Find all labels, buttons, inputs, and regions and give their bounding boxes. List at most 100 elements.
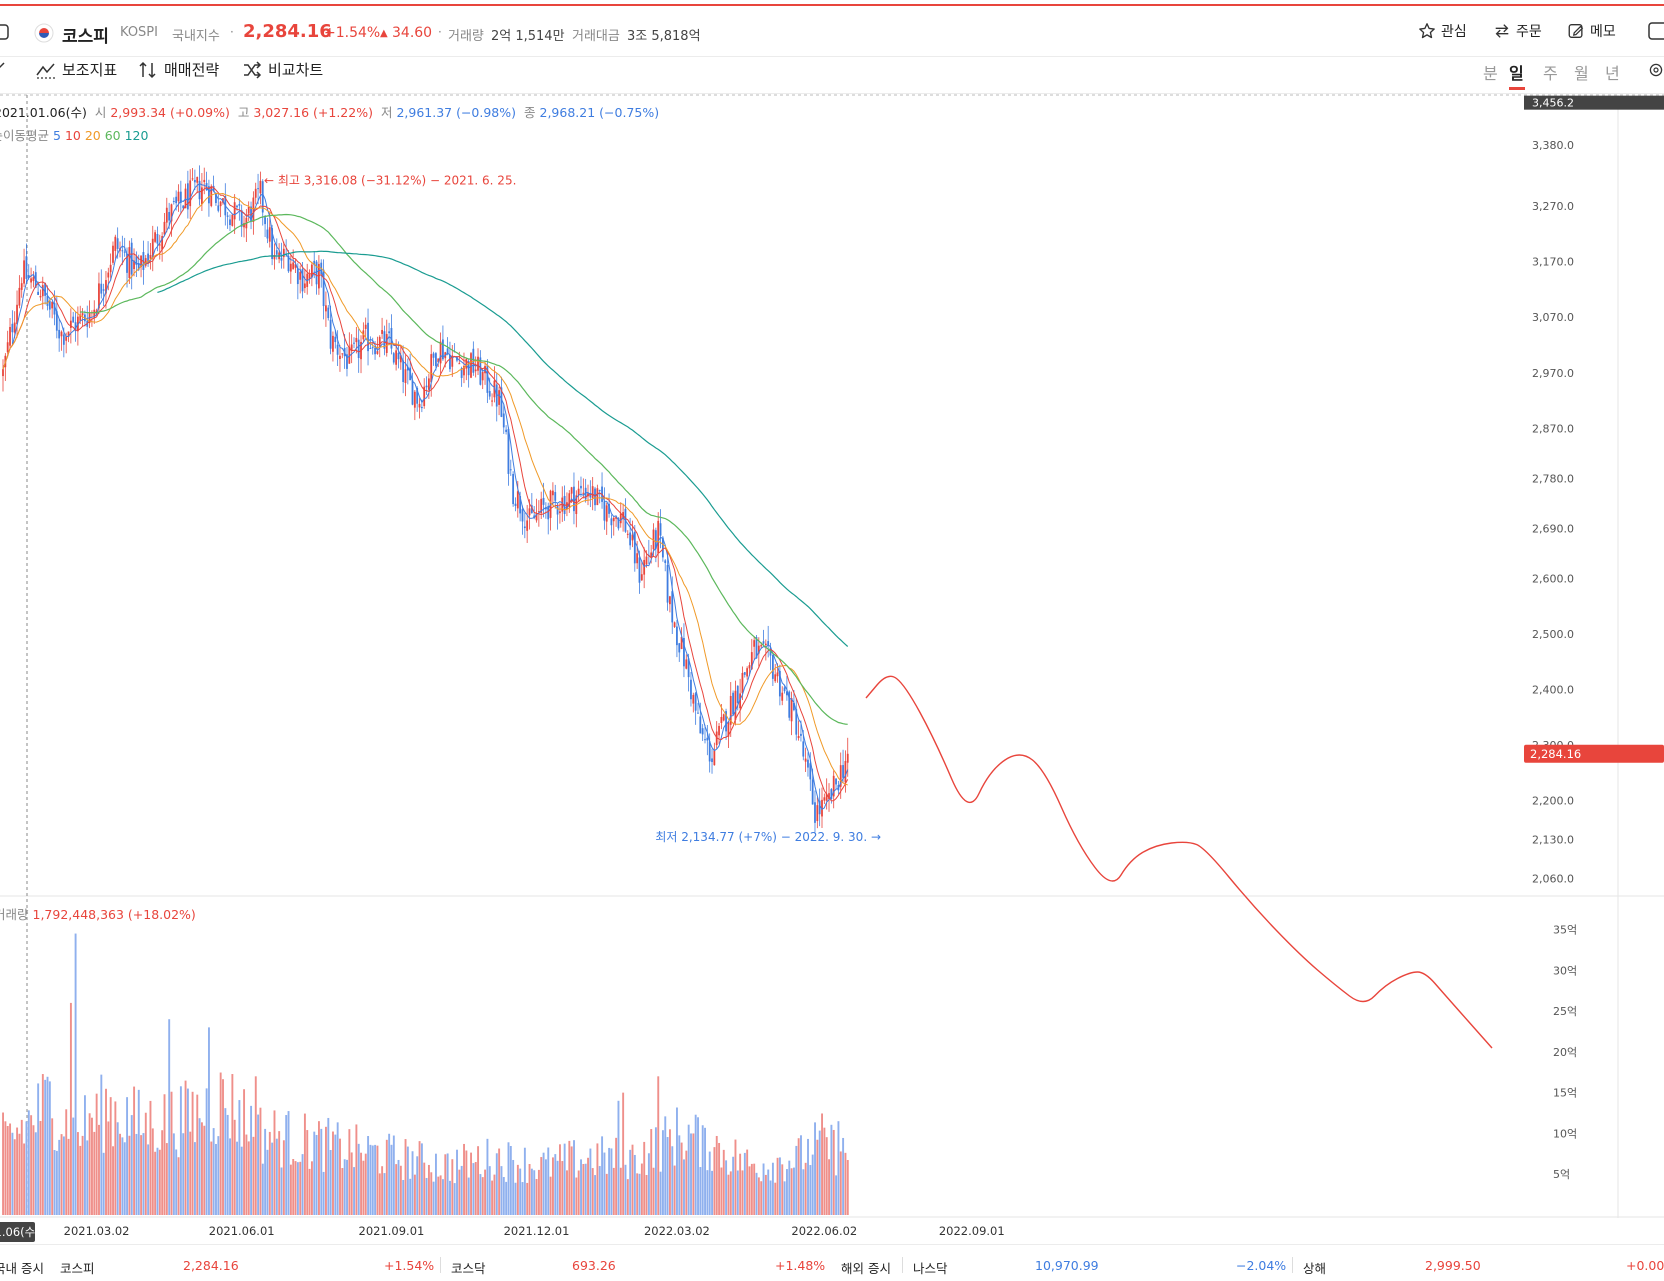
volume-bar [299, 1161, 302, 1215]
layout-icon[interactable] [1648, 21, 1664, 45]
volume-bar [112, 1146, 114, 1215]
volume-bar [4, 1121, 7, 1215]
volume-bar [587, 1157, 589, 1215]
candle-body [615, 516, 617, 519]
volume-bar [619, 1167, 622, 1215]
volume-bar [673, 1165, 676, 1215]
compare-button[interactable]: 비교차트 [242, 59, 323, 80]
volume-bar [764, 1174, 767, 1215]
volume-bar [725, 1160, 728, 1215]
memo-button[interactable]: 메모 [1567, 21, 1616, 41]
compare-label: 비교차트 [268, 61, 324, 79]
volume-bar [807, 1138, 809, 1215]
user-drawn-line[interactable] [865, 675, 1493, 1049]
volume-bar [55, 1150, 58, 1215]
candle-body [161, 236, 164, 250]
candle-body [842, 765, 844, 778]
candle-body [357, 339, 360, 359]
volume-bar [224, 1108, 227, 1215]
candle-body [189, 180, 192, 207]
volume-bar [732, 1156, 735, 1215]
volume-bar [757, 1177, 760, 1215]
watch-button[interactable]: 관심 [1418, 21, 1467, 41]
candle-body [425, 385, 428, 388]
volume-bar [734, 1139, 737, 1215]
candle-body [729, 695, 732, 725]
candle-body [823, 797, 826, 801]
volume-tick-label: 20억 [1553, 1046, 1577, 1059]
candle-body [516, 491, 519, 509]
volume-bar [303, 1113, 306, 1215]
indicator-icon [36, 63, 55, 79]
footer-divider [440, 1257, 441, 1273]
volume-bar [252, 1136, 255, 1215]
candle-body [680, 637, 683, 650]
candle-body [355, 337, 358, 343]
candle-body [778, 670, 781, 697]
candle-body [502, 413, 505, 428]
volume-bar [811, 1154, 814, 1215]
volume-bar [435, 1153, 437, 1215]
volume-bar [62, 1136, 65, 1215]
volume-bar [378, 1173, 381, 1215]
volume-bar [631, 1144, 634, 1215]
order-button[interactable]: 주문 [1493, 21, 1542, 41]
candle-body [20, 283, 23, 290]
volume-bar [753, 1163, 756, 1215]
indicator-label: 보조지표 [62, 61, 118, 79]
volume-bar [591, 1168, 594, 1215]
candle-body [69, 320, 72, 328]
volume-bar [467, 1177, 470, 1215]
price-chart[interactable]: 3,456.2 3,380.0 3,270.0 3,170.0 3,070.0 2,970… [0, 0, 1664, 1244]
volume-bar [2, 1112, 4, 1215]
candle-body [533, 515, 536, 518]
candle-body [208, 186, 210, 204]
timeframe-year[interactable]: 년 [1605, 64, 1620, 83]
shanghai-name[interactable]: 상해 [1303, 1261, 1327, 1276]
draw-tool-icon[interactable] [0, 59, 8, 77]
kospi-name[interactable]: 코스피 [60, 1261, 95, 1276]
volume-bar [573, 1140, 575, 1215]
kospi-change: +1.54% [384, 1258, 435, 1273]
candle-body [151, 238, 154, 259]
candle-body [683, 637, 685, 667]
volume-tick-label: 5억 [1553, 1168, 1570, 1181]
volume-bar [722, 1149, 725, 1215]
candle-body [800, 733, 802, 736]
volume-bar [624, 1164, 627, 1215]
panel-toggle-icon[interactable] [0, 23, 10, 45]
kosdaq-name[interactable]: 코스닥 [451, 1261, 486, 1276]
volume-bar [280, 1167, 283, 1215]
volume-bar [254, 1076, 257, 1215]
amount-label: 거래대금 [572, 29, 620, 44]
candle-body [776, 672, 779, 677]
volume-bar [367, 1136, 370, 1215]
volume-bar [142, 1133, 145, 1215]
volume-bar [666, 1137, 669, 1215]
candle-body [537, 511, 540, 513]
volume-bar [739, 1153, 742, 1215]
candle-body [568, 493, 571, 508]
candle-body [474, 369, 477, 372]
ohlc-date: 2021.01.06(수) [0, 105, 87, 120]
timeframe-month[interactable]: 월 [1574, 64, 1589, 83]
indicator-button[interactable]: 보조지표 [36, 59, 117, 80]
candle-body [451, 355, 454, 367]
settings-gear-icon[interactable] [1648, 60, 1664, 80]
memo-label: 메모 [1590, 24, 1616, 40]
date-tick-label: 2021.09.01 [359, 1224, 425, 1238]
footer-divider [1292, 1257, 1293, 1273]
candle-body [322, 269, 325, 307]
volume-bar [788, 1160, 791, 1215]
candle-body [547, 505, 550, 520]
candle-body [23, 260, 25, 284]
candle-body [397, 352, 400, 360]
candle-body [149, 255, 152, 259]
timeframe-week[interactable]: 주 [1543, 64, 1558, 83]
volume-bar [385, 1139, 388, 1215]
timeframe-minute[interactable]: 분 [1483, 64, 1498, 83]
strategy-button[interactable]: 매매전략 [138, 59, 219, 80]
timeframe-day[interactable]: 일 [1509, 64, 1524, 83]
nasdaq-name[interactable]: 나스닥 [913, 1261, 948, 1276]
volume-bar [430, 1172, 433, 1215]
